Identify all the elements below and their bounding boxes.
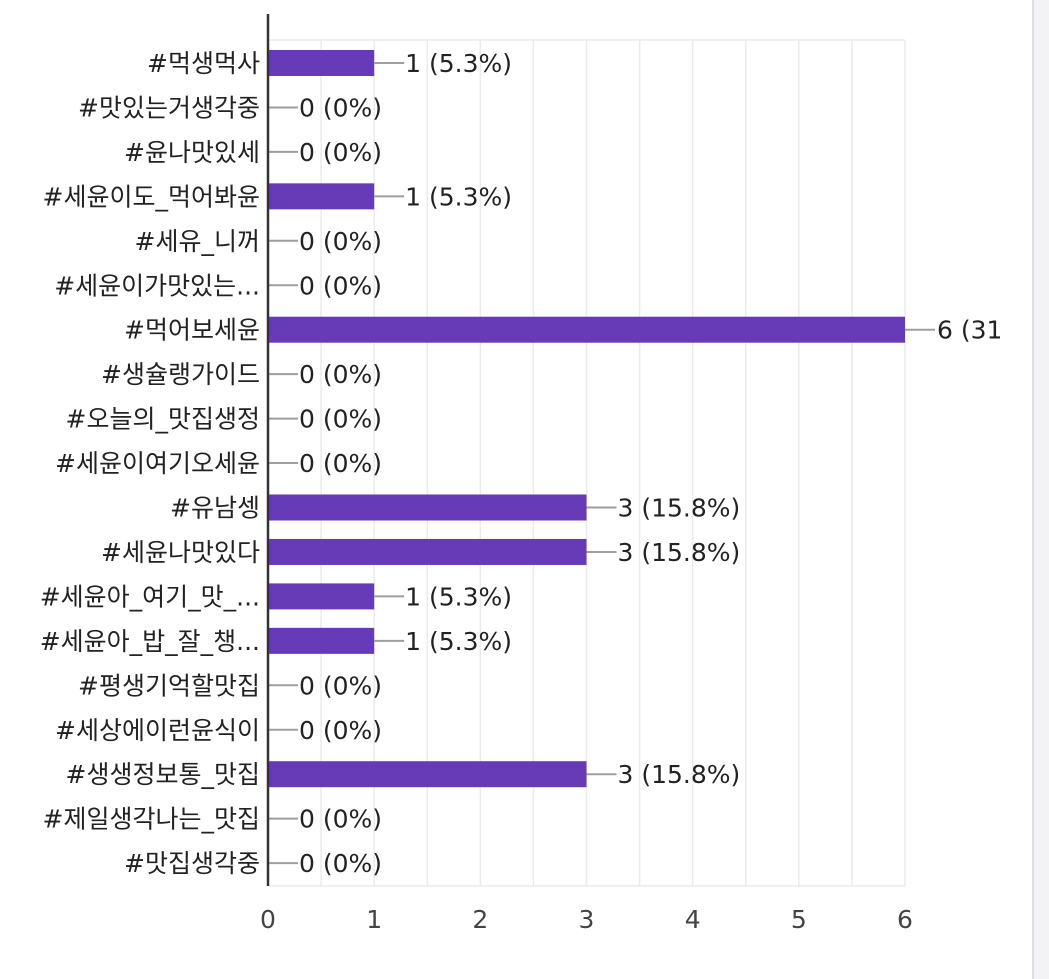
data-label: 0 (0%) [299, 449, 382, 478]
data-label: 0 (0%) [299, 93, 382, 122]
category-label: #맛있는거생각중 [78, 93, 260, 122]
data-label: 0 (0%) [299, 716, 382, 745]
category-label: #세윤아_여기_맛_... [40, 582, 260, 611]
category-label: #생슐랭가이드 [101, 360, 260, 389]
x-tick-label: 4 [685, 905, 701, 934]
category-labels: #먹생먹사 #맛있는거생각중 #윤나맛있세 #세윤이도_먹어봐윤 #세유_니꺼 #세윤이가… [40, 49, 260, 878]
category-label: #먹어보세윤 [124, 316, 260, 345]
bar [268, 494, 587, 521]
category-label: #오늘의_맛집생정 [66, 405, 260, 434]
data-label: 1 (5.3%) [405, 182, 512, 211]
category-label: #세유_니꺼 [135, 227, 260, 256]
data-label: 0 (0%) [299, 271, 382, 300]
x-tick-labels: 0 1 2 3 4 5 6 [260, 905, 913, 934]
bar [268, 583, 375, 610]
data-label: 3 (15.8%) [618, 494, 741, 523]
category-label: #세윤이여기오세윤 [55, 449, 260, 478]
category-label: #세윤나맛있다 [101, 538, 260, 567]
category-label: #세윤이도_먹어봐윤 [43, 182, 260, 211]
grid-lines [268, 39, 906, 887]
category-label: #윤나맛있세 [124, 138, 260, 167]
category-label: #생생정보통_맛집 [66, 760, 260, 789]
category-label: #유남셍 [170, 494, 260, 523]
bar [268, 627, 375, 654]
bar [268, 538, 587, 565]
category-label: #제일생각나는_맛집 [43, 805, 260, 834]
data-label: 1 (5.3%) [405, 582, 512, 611]
category-label: #세윤아_밥_잘_챙... [40, 627, 260, 656]
category-label: #맛집생각중 [124, 849, 260, 878]
x-tick-label: 6 [897, 905, 913, 934]
data-label: 0 (0%) [299, 849, 382, 878]
data-label: 3 (15.8%) [618, 538, 741, 567]
data-label: 0 (0%) [299, 405, 382, 434]
x-tick-label: 0 [260, 905, 276, 934]
data-label: 3 (15.8%) [618, 760, 741, 789]
data-label: 0 (0%) [299, 227, 382, 256]
data-label: 1 (5.3%) [405, 49, 512, 78]
category-label: #세윤이가맛있는... [54, 271, 260, 300]
data-label: 0 (0%) [299, 805, 382, 834]
category-label: #평생기억할맛집 [78, 671, 260, 700]
category-label: #먹생먹사 [147, 49, 260, 78]
data-label: 6 (31.6%) [937, 316, 1049, 345]
category-label: #세상에이런윤식이 [55, 716, 260, 745]
bar [268, 183, 375, 210]
data-label: 0 (0%) [299, 671, 382, 700]
scrollbar-track[interactable] [1032, 0, 1049, 979]
bar [268, 50, 375, 76]
data-label: 1 (5.3%) [405, 627, 512, 656]
x-tick-label: 5 [791, 905, 807, 934]
data-labels: 1 (5.3%) 0 (0%) 0 (0%) 1 (5.3%) 0 (0%) 0 (0%)… [268, 49, 1049, 878]
x-tick-label: 2 [472, 905, 488, 934]
data-label: 0 (0%) [299, 138, 382, 167]
bar [268, 316, 905, 343]
x-tick-label: 1 [366, 905, 382, 934]
bar [268, 761, 587, 788]
data-label: 0 (0%) [299, 360, 382, 389]
x-tick-label: 3 [579, 905, 595, 934]
bars [268, 50, 905, 788]
